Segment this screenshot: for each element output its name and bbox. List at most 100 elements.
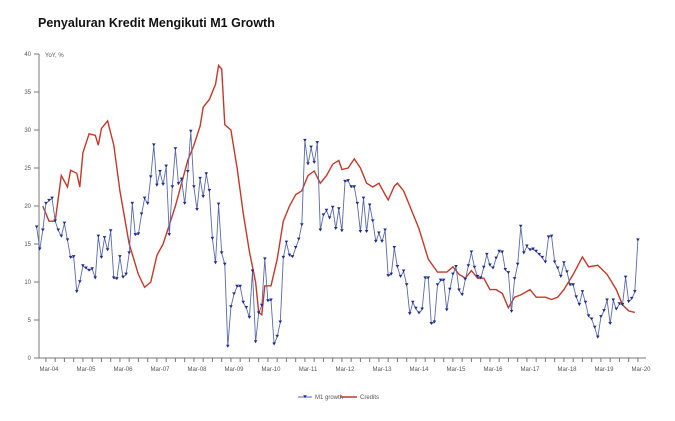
data-point-m1 — [167, 233, 172, 237]
data-point-m1 — [226, 344, 230, 348]
data-point-m1 — [127, 251, 131, 255]
data-point-m1 — [300, 223, 304, 227]
data-point-m1 — [528, 248, 532, 252]
data-point-m1 — [303, 138, 307, 142]
data-point-m1 — [454, 265, 458, 268]
data-point-m1 — [164, 164, 168, 168]
data-point-m1 — [364, 230, 369, 234]
data-point-m1 — [414, 306, 418, 310]
data-point-m1 — [605, 298, 609, 302]
data-point-m1 — [355, 201, 360, 205]
data-point-m1 — [99, 255, 104, 259]
data-point-m1 — [118, 255, 122, 259]
data-point-m1 — [238, 284, 242, 288]
data-point-m1 — [296, 237, 301, 241]
data-point-m1 — [170, 185, 175, 189]
data-point-m1 — [284, 240, 289, 244]
data-point-m1 — [53, 219, 57, 223]
y-tick-label: 0 — [28, 356, 32, 362]
data-point-m1 — [108, 229, 113, 233]
data-point-m1 — [266, 299, 270, 303]
data-point-m1 — [512, 277, 517, 281]
data-point-m1 — [287, 253, 292, 257]
data-point-m1 — [321, 213, 326, 217]
data-point-m1 — [565, 270, 569, 274]
data-point-m1 — [176, 182, 181, 186]
data-point-m1 — [263, 257, 267, 261]
data-point-m1 — [111, 276, 116, 280]
x-tick-label: Mar-11 — [299, 367, 318, 373]
data-point-m1 — [161, 182, 165, 186]
y-tick-label: 35 — [24, 90, 31, 96]
data-point-m1 — [315, 141, 320, 145]
x-tick-label: Mar-17 — [520, 367, 540, 373]
data-point-m1 — [219, 251, 224, 255]
data-point-m1 — [62, 221, 67, 225]
data-point-m1 — [555, 266, 560, 270]
data-point-m1 — [324, 208, 329, 212]
data-point-m1 — [580, 290, 585, 294]
data-point-m1 — [65, 238, 70, 242]
data-point-m1 — [74, 290, 79, 294]
data-point-m1 — [121, 275, 125, 279]
data-point-m1 — [68, 255, 73, 259]
data-point-m1 — [540, 255, 545, 259]
data-point-m1 — [195, 208, 199, 211]
x-tick-label: Mar-09 — [224, 367, 244, 373]
data-point-m1 — [386, 274, 390, 278]
data-point-m1 — [423, 276, 427, 280]
data-point-m1 — [617, 302, 622, 306]
data-point-m1 — [420, 307, 424, 311]
data-point-m1 — [361, 196, 366, 200]
data-point-m1 — [383, 228, 387, 232]
data-point-m1 — [152, 143, 156, 147]
data-point-m1 — [272, 342, 276, 346]
x-tick-label: Mar-15 — [446, 367, 466, 373]
data-point-m1 — [346, 179, 350, 183]
legend-credits-label: Credits — [360, 395, 379, 401]
data-point-m1 — [330, 205, 335, 209]
data-point-m1 — [93, 276, 98, 280]
data-point-m1 — [500, 250, 505, 254]
data-point-m1 — [614, 307, 619, 311]
data-point-m1 — [589, 317, 594, 321]
data-point-m1 — [352, 185, 357, 189]
y-tick-label: 20 — [24, 204, 31, 210]
data-point-m1 — [275, 334, 279, 338]
series-line-credits — [42, 63, 635, 316]
data-point-m1 — [105, 248, 110, 252]
data-point-m1 — [583, 300, 588, 304]
data-point-m1 — [204, 172, 209, 176]
data-point-m1 — [50, 196, 54, 200]
data-point-m1 — [81, 264, 85, 268]
data-point-m1 — [155, 183, 159, 187]
data-point-m1 — [494, 256, 498, 260]
data-point-m1 — [145, 201, 150, 205]
data-point-m1 — [429, 322, 434, 325]
data-point-m1 — [407, 312, 412, 316]
x-tick-label: Mar-05 — [76, 367, 96, 373]
data-point-m1 — [426, 276, 431, 280]
data-point-m1 — [229, 305, 233, 309]
data-point-m1 — [435, 283, 440, 287]
data-point-m1 — [602, 309, 606, 313]
data-point-m1 — [549, 234, 554, 238]
x-tick-label: Mar-20 — [631, 367, 651, 373]
x-tick-label: Mar-06 — [113, 367, 133, 373]
data-point-m1 — [269, 298, 273, 302]
data-point-m1 — [158, 170, 162, 173]
y-tick-label: 15 — [24, 242, 31, 248]
legend-m1-label: M1 growth — [315, 395, 343, 401]
data-point-m1 — [115, 277, 119, 281]
data-point-m1 — [497, 249, 501, 253]
data-point-m1 — [318, 228, 323, 232]
x-tick-label: Mar-12 — [335, 367, 355, 373]
data-point-m1 — [444, 308, 449, 312]
data-point-m1 — [213, 261, 218, 265]
data-point-m1 — [574, 295, 579, 299]
data-point-m1 — [71, 255, 76, 259]
data-point-m1 — [333, 227, 338, 230]
data-point-m1 — [491, 266, 495, 270]
data-point-m1 — [475, 274, 480, 278]
